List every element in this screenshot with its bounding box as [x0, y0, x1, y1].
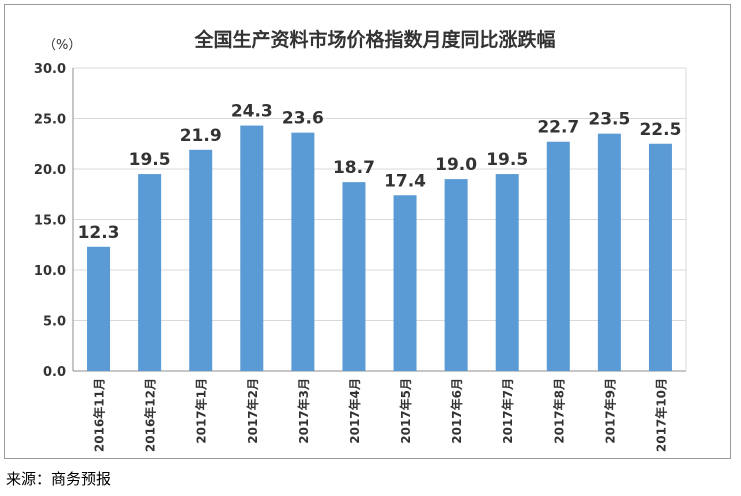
bar: [342, 182, 366, 371]
chart-title: 全国生产资料市场价格指数月度同比涨跌幅: [193, 28, 555, 51]
bar-chart: 全国生产资料市场价格指数月度同比涨跌幅 （%） 0.0 5.0 10.0 15.0 20…: [34, 28, 687, 452]
x-tick-label: 2017年8月: [551, 378, 566, 444]
y-tick-label: 5.0: [43, 315, 66, 330]
data-label: 12.3: [78, 223, 120, 243]
x-tick-label: 2016年11月: [92, 378, 107, 452]
y-tick-label: 25.0: [34, 113, 66, 128]
data-label: 19.0: [435, 155, 477, 175]
bar: [291, 132, 315, 371]
x-tick-label: 2017年2月: [245, 378, 260, 444]
y-tick-label: 15.0: [34, 214, 66, 229]
x-tick-label: 2017年10月: [653, 378, 668, 452]
bar: [648, 143, 672, 371]
chart-frame: 全国生产资料市场价格指数月度同比涨跌幅 （%） 0.0 5.0 10.0 15.0 20…: [4, 4, 731, 459]
x-tick-label: 2017年9月: [602, 378, 617, 444]
x-axis-ticks: 2016年11月 2016年12月 2017年1月 2017年2月 2017年3月 201…: [92, 378, 669, 452]
bar: [444, 179, 468, 371]
y-tick-label: 20.0: [34, 163, 66, 178]
y-tick-label: 0.0: [43, 365, 66, 380]
data-label: 24.3: [231, 102, 273, 122]
gridlines: [72, 67, 687, 372]
y-axis-unit-label: （%）: [43, 38, 81, 53]
y-axis-ticks: 0.0 5.0 10.0 15.0 20.0 25.0 30.0: [34, 62, 66, 380]
x-tick-label: 2017年5月: [398, 378, 413, 444]
y-tick-label: 30.0: [34, 62, 66, 77]
data-label: 18.7: [333, 158, 375, 178]
data-labels: 12.3 19.5 21.9 24.3 23.6 18.7 17.4 19.0 19.5 22.7…: [78, 102, 682, 243]
bar: [138, 174, 162, 371]
bar: [87, 246, 111, 371]
bar: [189, 149, 213, 371]
data-label: 19.5: [486, 150, 528, 170]
data-label: 22.7: [537, 118, 579, 138]
data-label: 22.5: [639, 120, 681, 140]
x-tick-label: 2017年6月: [449, 378, 464, 444]
data-label: 21.9: [180, 126, 222, 146]
data-label: 17.4: [384, 171, 426, 191]
bar: [495, 174, 519, 371]
data-label: 19.5: [129, 150, 171, 170]
data-label: 23.5: [588, 110, 630, 130]
data-label: 23.6: [282, 109, 324, 129]
x-tick-label: 2017年7月: [500, 378, 515, 444]
y-tick-label: 10.0: [34, 264, 66, 279]
bar: [393, 195, 417, 371]
x-tick-label: 2016年12月: [143, 378, 158, 452]
x-tick-label: 2017年1月: [194, 378, 209, 444]
bars: [87, 125, 672, 371]
bar: [597, 133, 621, 371]
x-tick-label: 2017年4月: [347, 378, 362, 444]
source-note: 来源：商务预报: [6, 470, 112, 488]
x-tick-label: 2017年3月: [296, 378, 311, 444]
bar: [546, 141, 570, 371]
bar: [240, 125, 264, 371]
